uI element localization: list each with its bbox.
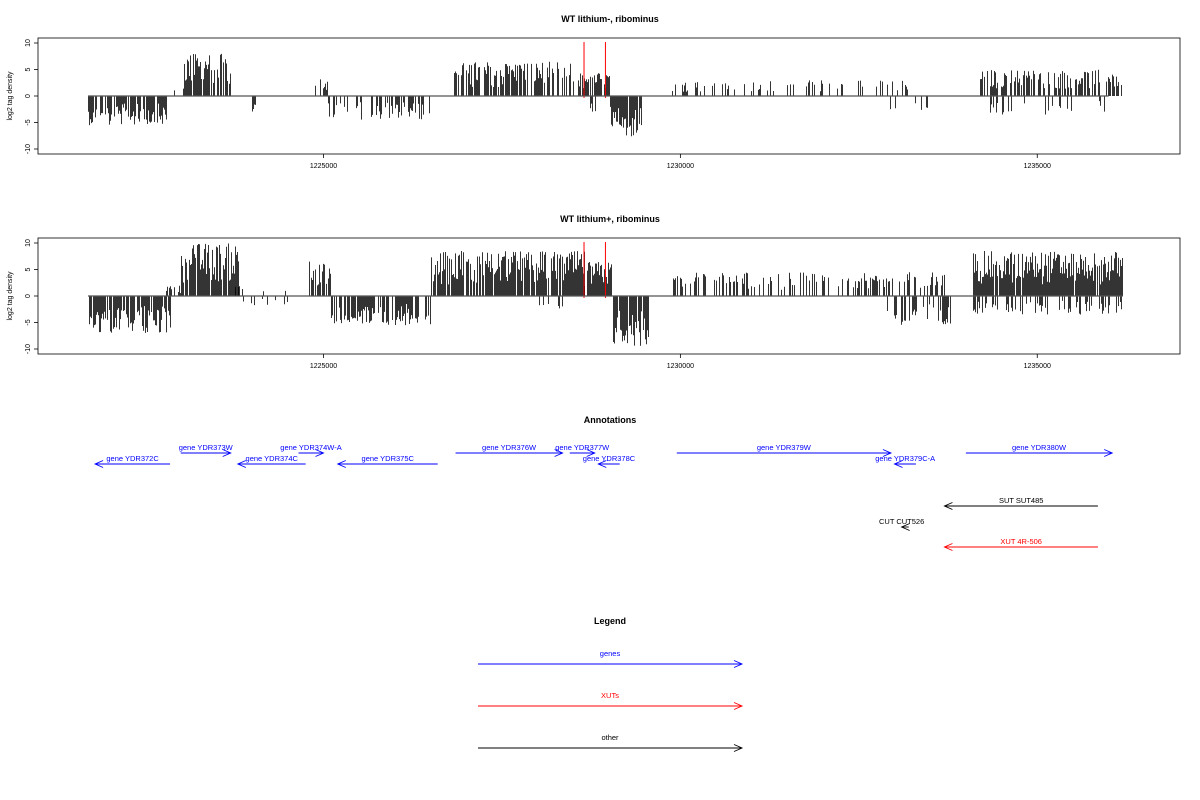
- y-tick-label: 0: [25, 94, 32, 98]
- y-axis: 10 5 0 -5 -10: [25, 39, 38, 154]
- feature-arrow: SUT SUT485: [943, 496, 1098, 510]
- x-tick-label: 1225000: [310, 163, 337, 170]
- legend-item: genes: [478, 649, 744, 668]
- feature-arrow: gene YDR376W: [455, 443, 564, 457]
- feature-label: XUT 4R-506: [1000, 537, 1042, 546]
- feature-arrow: CUT CUT526: [879, 517, 924, 531]
- feature-label: gene YDR375C: [362, 454, 415, 463]
- x-tick-label: 1230000: [667, 363, 694, 370]
- feature-label: gene YDR377W: [555, 443, 610, 452]
- feature-label: gene YDR379C-A: [875, 454, 935, 463]
- feature-arrow: gene YDR374C: [236, 454, 306, 468]
- feature-arrow: gene YDR379W: [676, 443, 893, 457]
- highlight-lines: [583, 42, 606, 98]
- panel-title: WT lithium-, ribominus: [561, 14, 659, 24]
- y-tick-label: 0: [25, 294, 32, 298]
- track-panel-lithium-plus: WT lithium+, ribominus log2 tag density …: [7, 214, 1181, 370]
- x-axis: 1225000 1230000 1235000: [310, 154, 1051, 170]
- panel-title: WT lithium+, ribominus: [560, 214, 660, 224]
- x-axis: 1225000 1230000 1235000: [310, 354, 1051, 370]
- feature-arrow: gene YDR375C: [336, 454, 438, 468]
- feature-arrow: gene YDR380W: [965, 443, 1114, 457]
- x-tick-label: 1235000: [1024, 363, 1051, 370]
- y-axis-label: log2 tag density: [7, 271, 14, 321]
- y-tick-label: 10: [25, 239, 32, 247]
- feature-label: gene YDR374C: [246, 454, 299, 463]
- x-tick-label: 1225000: [310, 363, 337, 370]
- feature-label: gene YDR373W: [179, 443, 234, 452]
- feature-arrow: gene YDR372C: [93, 454, 171, 468]
- annotations-title: Annotations: [584, 415, 637, 425]
- feature-label: SUT SUT485: [999, 496, 1043, 505]
- legend-label: genes: [600, 649, 621, 658]
- feature-arrow: XUT 4R-506: [943, 537, 1098, 551]
- track-panel-lithium-minus: WT lithium-, ribominus log2 tag density …: [7, 14, 1181, 170]
- feature-label: gene YDR372C: [106, 454, 159, 463]
- legend-item: other: [478, 733, 744, 752]
- bars-group: [89, 243, 1123, 346]
- feature-arrow: gene YDR378C: [583, 454, 636, 468]
- legend-title: Legend: [594, 616, 626, 626]
- annotation-features: gene YDR372C gene YDR373W gene YDR374C gene…: [93, 443, 1114, 551]
- feature-label: gene YDR379W: [757, 443, 812, 452]
- feature-arrow: gene YDR377W: [555, 443, 610, 457]
- legend-label: XUTs: [601, 691, 619, 700]
- x-tick-label: 1230000: [667, 163, 694, 170]
- bars-group: [88, 53, 1122, 137]
- feature-label: CUT CUT526: [879, 517, 924, 526]
- feature-arrow: gene YDR379C-A: [875, 454, 935, 468]
- feature-label: gene YDR380W: [1012, 443, 1067, 452]
- feature-label: gene YDR374W-A: [280, 443, 341, 452]
- feature-label: gene YDR378C: [583, 454, 636, 463]
- feature-arrow: gene YDR374W-A: [280, 443, 342, 457]
- legend-item: XUTs: [478, 691, 744, 710]
- y-axis: 10 5 0 -5 -10: [25, 239, 38, 354]
- feature-label: gene YDR376W: [482, 443, 537, 452]
- y-tick-label: 5: [25, 67, 32, 71]
- y-axis-label: log2 tag density: [7, 71, 14, 121]
- y-tick-label: -10: [25, 144, 32, 154]
- feature-arrow: gene YDR373W: [179, 443, 234, 457]
- legend: Legend genes XUTs other: [478, 616, 744, 752]
- y-tick-label: 10: [25, 39, 32, 47]
- x-tick-label: 1235000: [1024, 163, 1051, 170]
- legend-items: genes XUTs other: [478, 649, 744, 752]
- y-tick-label: -10: [25, 344, 32, 354]
- highlight-lines: [583, 242, 606, 298]
- y-tick-label: -5: [25, 319, 32, 325]
- y-tick-label: 5: [25, 267, 32, 271]
- y-tick-label: -5: [25, 119, 32, 125]
- legend-label: other: [601, 733, 619, 742]
